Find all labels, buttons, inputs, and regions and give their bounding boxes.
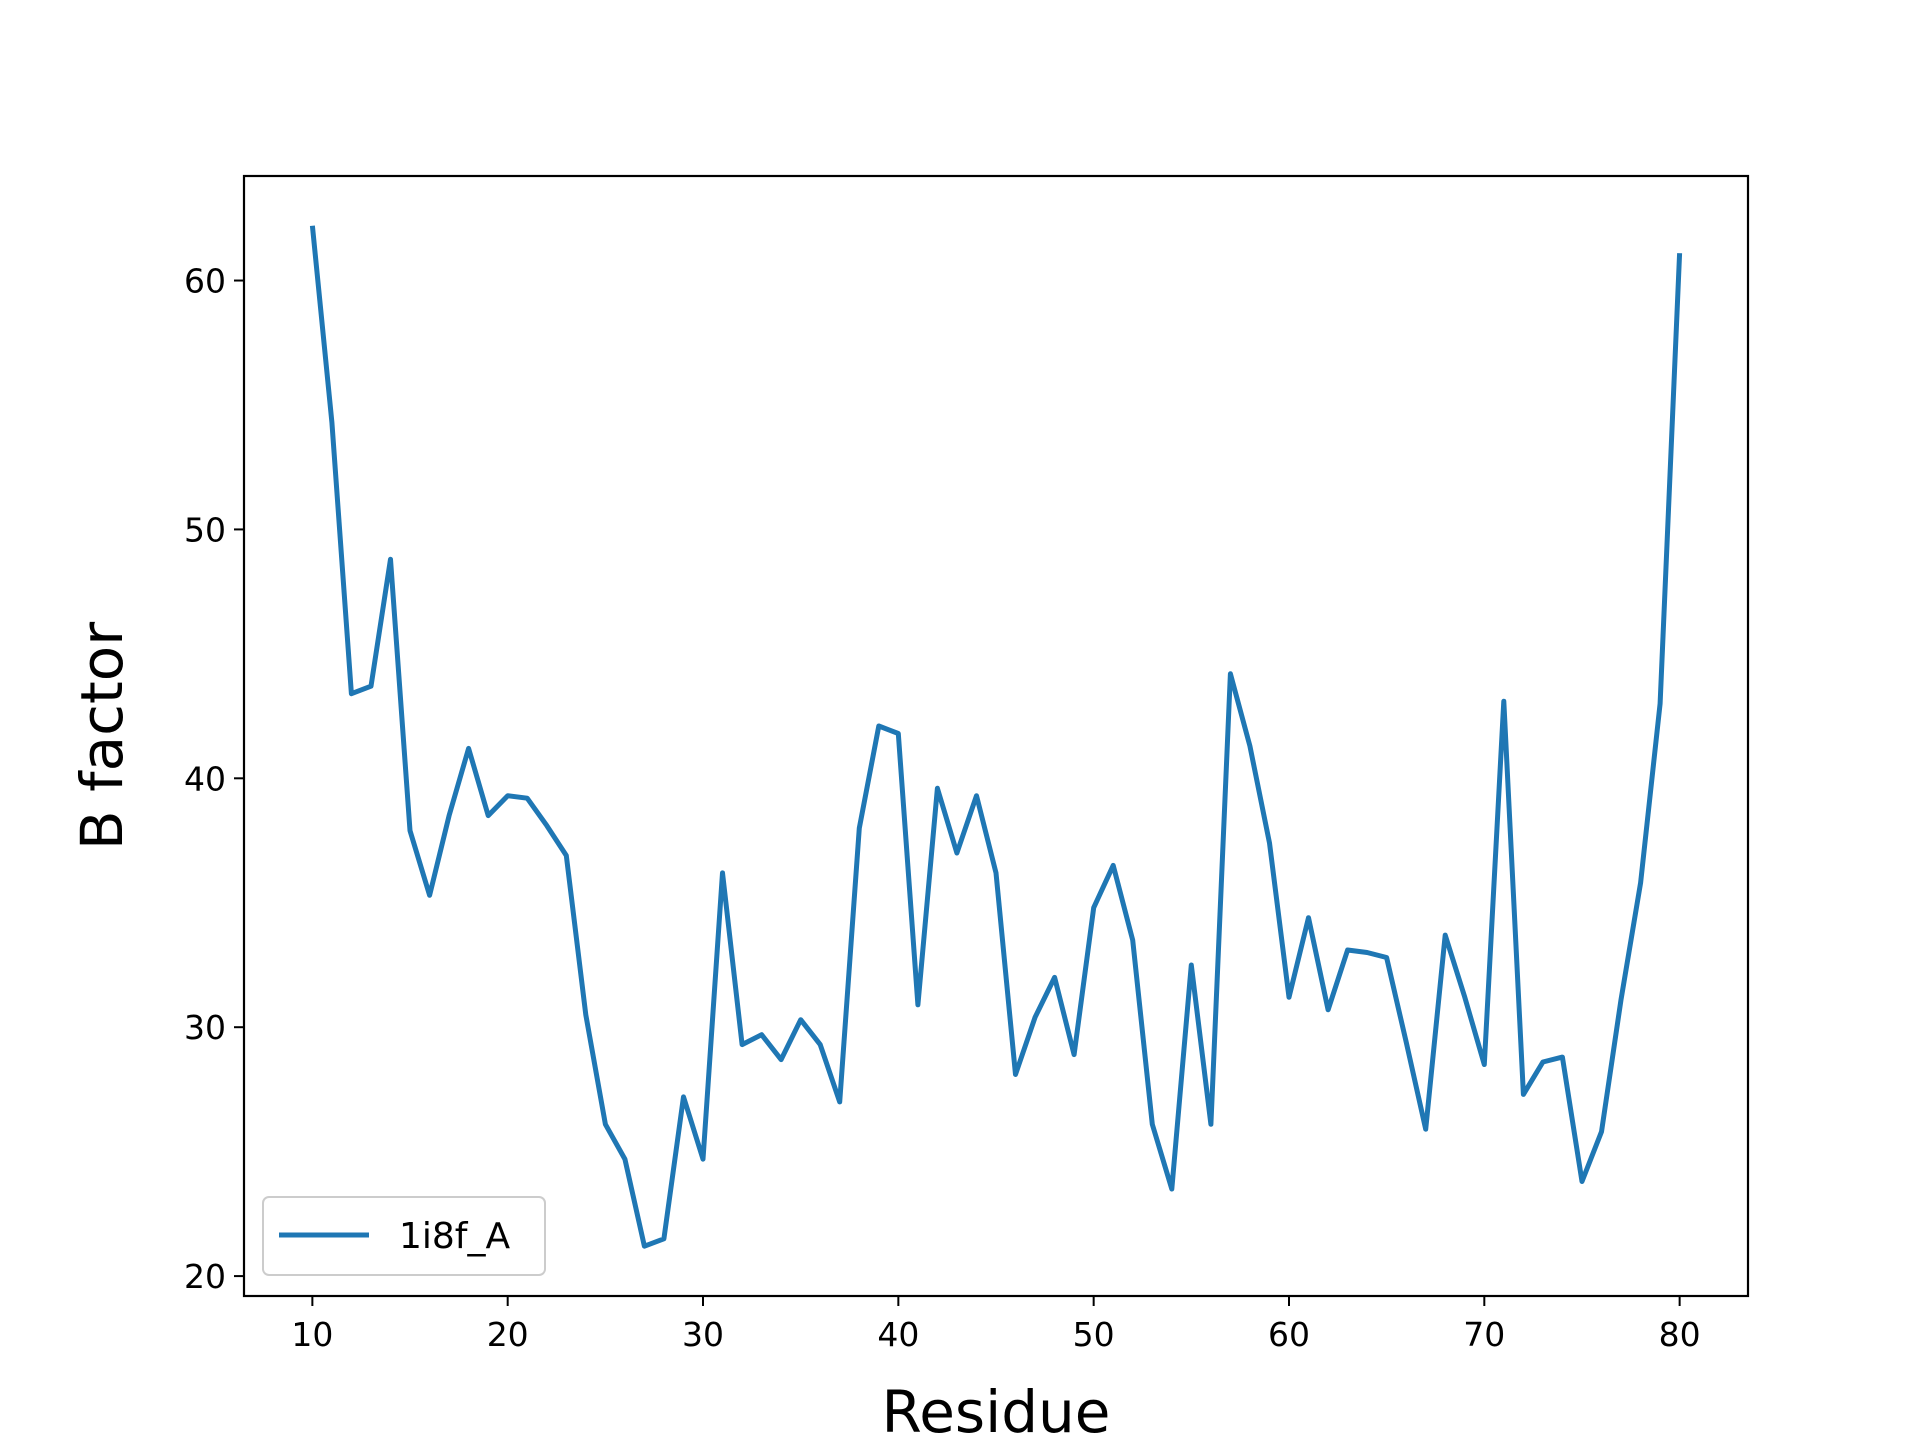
legend-box <box>262 1196 546 1276</box>
y-tick-label: 30 <box>184 1008 226 1047</box>
y-tick-label: 20 <box>184 1257 226 1296</box>
x-tick-label: 10 <box>291 1315 333 1354</box>
series-line-0 <box>309 225 1683 1249</box>
x-tick-label: 60 <box>1268 1315 1310 1354</box>
x-tick-label: 40 <box>877 1315 919 1354</box>
plot-area <box>244 176 1748 1296</box>
y-axis-title: B factor <box>68 622 136 850</box>
plot-frame <box>242 174 1750 1298</box>
legend-label: 1i8f_A <box>399 1216 510 1257</box>
legend: 1i8f_A <box>262 1196 546 1276</box>
x-axis-title: Residue <box>882 1378 1111 1440</box>
y-tick-label: 50 <box>184 510 226 549</box>
x-tick-label: 30 <box>682 1315 724 1354</box>
x-tick-label: 50 <box>1073 1315 1115 1354</box>
y-axis-ticks: 20 30 40 50 60 <box>184 262 244 1296</box>
x-tick-label: 80 <box>1659 1315 1701 1354</box>
x-tick-label: 70 <box>1463 1315 1505 1354</box>
x-axis-ticks: 10 20 30 40 50 60 70 80 <box>291 1296 1701 1354</box>
x-tick-label: 20 <box>487 1315 529 1354</box>
line-layer <box>309 225 1683 1249</box>
y-tick-label: 60 <box>184 262 226 301</box>
y-tick-label: 40 <box>184 759 226 798</box>
